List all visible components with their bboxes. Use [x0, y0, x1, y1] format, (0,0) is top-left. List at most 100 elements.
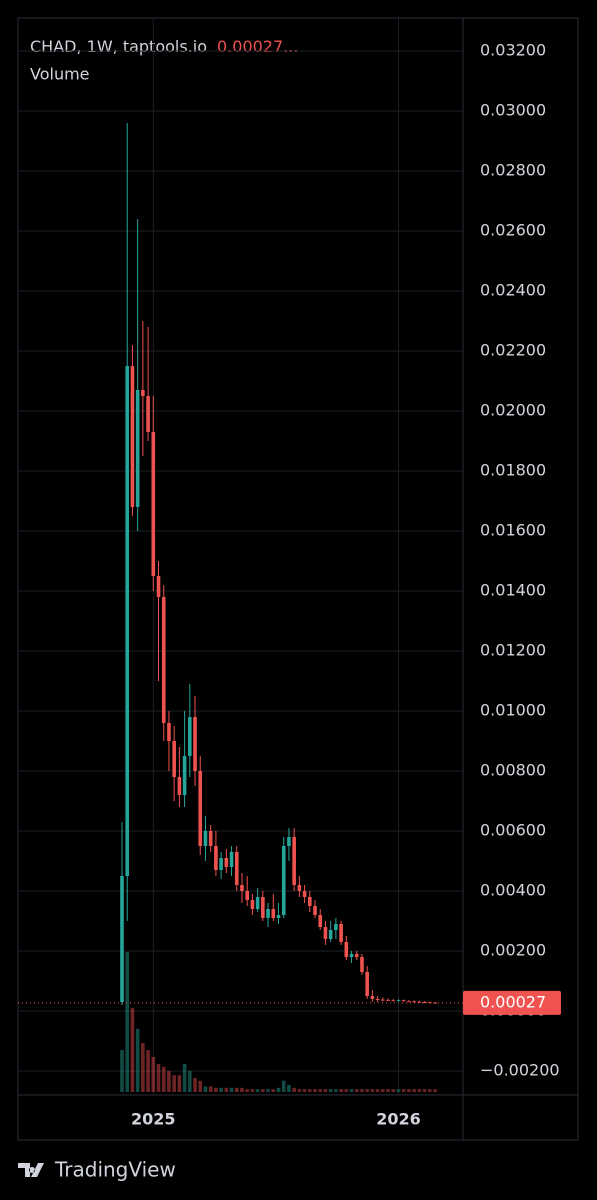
- volume-bar: [261, 1089, 265, 1092]
- candle-body: [334, 924, 338, 930]
- candle-body: [422, 1002, 427, 1003]
- candle-body: [229, 852, 234, 867]
- volume-bar: [120, 1050, 124, 1092]
- volume-bar: [229, 1087, 234, 1092]
- candle-body: [344, 942, 349, 957]
- volume-bar: [203, 1086, 208, 1092]
- volume-bar: [433, 1089, 437, 1092]
- volume-bar: [323, 1089, 328, 1092]
- volume-bar: [219, 1087, 223, 1092]
- volume-bar: [141, 1043, 145, 1092]
- volume-bar: [297, 1089, 302, 1092]
- y-tick-label: 0.03200: [480, 41, 546, 60]
- candle-body: [370, 996, 375, 999]
- y-tick-label: 0.02600: [480, 221, 546, 240]
- y-tick-label: 0.02200: [480, 341, 546, 360]
- y-tick-label: −0.00200: [480, 1061, 560, 1080]
- candle-body: [302, 891, 307, 897]
- candle-body: [161, 597, 166, 723]
- volume-bar: [172, 1075, 176, 1092]
- volume-bar: [313, 1089, 317, 1092]
- volume-bar: [349, 1089, 354, 1092]
- y-tick-label: 0.01000: [480, 701, 546, 720]
- volume-bar: [125, 952, 130, 1092]
- volume-bar: [224, 1087, 229, 1092]
- volume-bar: [365, 1089, 369, 1092]
- candle-body: [297, 885, 302, 891]
- last-price-box: [463, 990, 561, 1015]
- volume-bar: [381, 1089, 385, 1092]
- volume-bar: [401, 1089, 406, 1092]
- candle-body: [381, 999, 385, 1001]
- y-tick-label: 0.02400: [480, 281, 546, 300]
- candle-body: [318, 915, 323, 927]
- y-tick-label: 0.00200: [480, 941, 546, 960]
- y-tick-label: 0.01200: [480, 641, 546, 660]
- candle-body: [271, 909, 276, 918]
- price-text: 0.00027...: [217, 37, 298, 56]
- volume-bar: [271, 1089, 276, 1092]
- candle-body: [214, 846, 218, 870]
- candle-body: [177, 777, 182, 795]
- volume-bar: [386, 1089, 390, 1092]
- volume-bar: [370, 1089, 375, 1092]
- candle-body: [135, 390, 140, 507]
- candle-body: [219, 858, 223, 870]
- volume-bar: [161, 1066, 166, 1092]
- volume-bar: [417, 1089, 422, 1092]
- candle-body: [151, 432, 156, 576]
- volume-bar: [214, 1087, 218, 1092]
- candle-body: [287, 837, 291, 846]
- volume-bar: [130, 1008, 135, 1092]
- y-tick-label: 0.01600: [480, 521, 546, 540]
- y-tick-label: 0.00600: [480, 821, 546, 840]
- y-tick-label: 0.01800: [480, 461, 546, 480]
- volume-bar: [188, 1071, 192, 1092]
- volume-bar: [344, 1089, 349, 1092]
- candle-body: [281, 846, 286, 915]
- candle-body: [375, 999, 380, 1000]
- x-tick-label: 2026: [376, 1110, 421, 1129]
- candle-body: [130, 366, 135, 507]
- volume-bar: [302, 1089, 307, 1092]
- candle-body: [224, 858, 229, 867]
- volume-bar: [250, 1089, 255, 1092]
- y-tick-label: 0.01400: [480, 581, 546, 600]
- volume-bar: [234, 1087, 239, 1092]
- volume-bar: [167, 1071, 171, 1092]
- y-tick-label: 0.02800: [480, 161, 546, 180]
- volume-bar: [334, 1089, 338, 1092]
- volume-bar: [156, 1064, 161, 1092]
- candle-body: [407, 1001, 411, 1003]
- candle-body: [417, 1001, 422, 1003]
- volume-bar: [208, 1086, 213, 1092]
- volume-bar: [354, 1089, 359, 1092]
- volume-bar: [339, 1089, 343, 1092]
- volume-bar: [375, 1089, 380, 1092]
- candle-body: [391, 1000, 396, 1002]
- candle-body: [208, 831, 213, 846]
- volume-bar: [427, 1089, 432, 1092]
- candle-body: [198, 771, 203, 846]
- candle-body: [234, 852, 239, 885]
- candle-body: [365, 972, 369, 996]
- volume-bar: [193, 1078, 197, 1092]
- candle-body: [193, 717, 197, 771]
- volume-bar: [292, 1087, 296, 1092]
- volume-bar: [396, 1089, 401, 1092]
- candle-body: [167, 723, 171, 741]
- candle-body: [266, 909, 270, 918]
- volume-bar: [245, 1089, 249, 1092]
- candle-body: [276, 915, 281, 918]
- candle-body: [203, 831, 208, 846]
- candle-body: [349, 954, 354, 957]
- x-tick-label: 2025: [131, 1110, 176, 1129]
- branding: TradingView: [54, 1158, 176, 1182]
- y-tick-label: 0.03000: [480, 101, 546, 120]
- volume-bar: [318, 1089, 323, 1092]
- candle-body: [261, 897, 265, 918]
- candle-body: [328, 930, 333, 939]
- candle-body: [396, 1000, 401, 1002]
- volume-bar: [240, 1087, 244, 1092]
